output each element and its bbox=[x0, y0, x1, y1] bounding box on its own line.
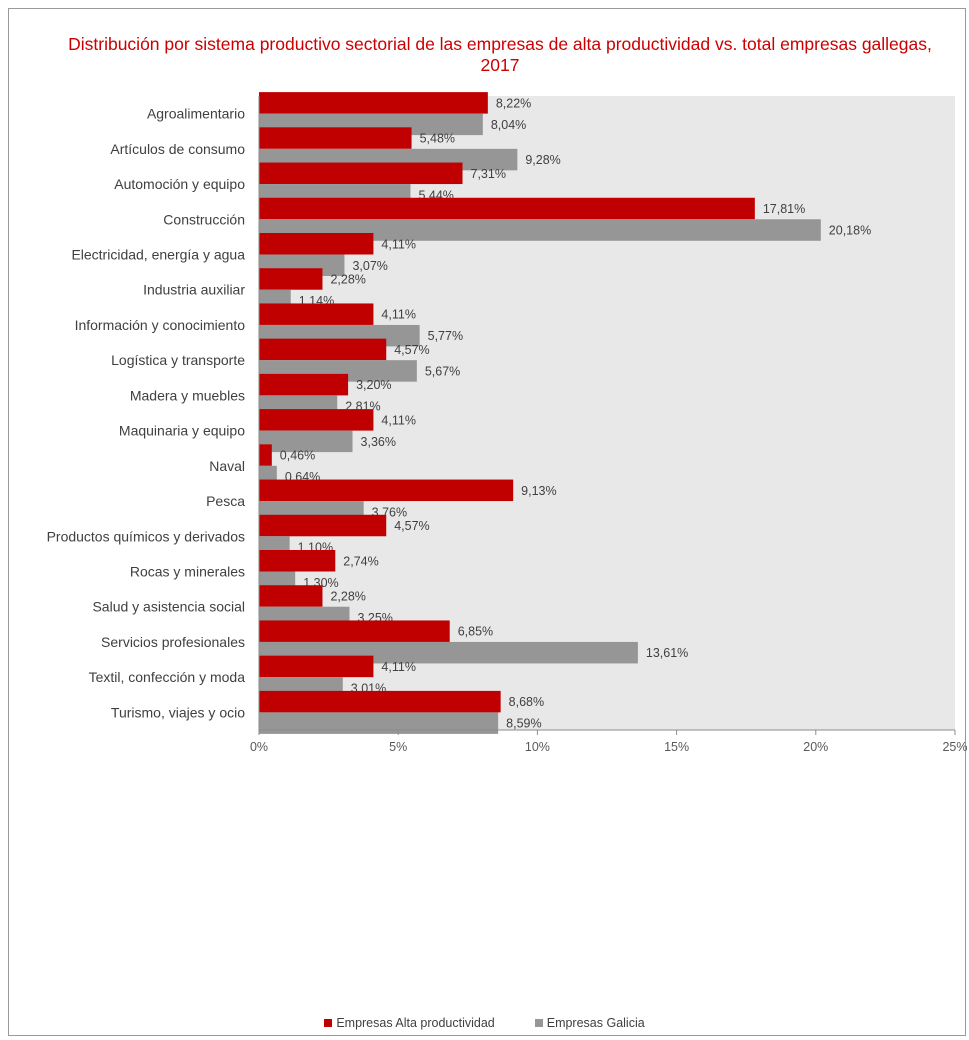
data-label-galicia: 20,18% bbox=[829, 224, 871, 238]
data-label-galicia: 13,61% bbox=[646, 646, 688, 660]
bar-alta bbox=[259, 620, 450, 642]
category-label: Pesca bbox=[206, 493, 245, 509]
bar-alta bbox=[259, 338, 387, 361]
data-label-alta: 9,13% bbox=[521, 484, 556, 498]
x-tick-label: 15% bbox=[664, 740, 689, 754]
bar-alta bbox=[259, 162, 463, 185]
data-label-alta: 4,57% bbox=[394, 519, 429, 533]
bar-alta bbox=[259, 655, 374, 678]
bar-alta bbox=[259, 303, 374, 325]
x-tick-label: 20% bbox=[803, 740, 828, 754]
bar-alta bbox=[259, 690, 501, 713]
x-tick-label: 25% bbox=[942, 740, 967, 754]
data-label-alta: 4,11% bbox=[381, 308, 416, 322]
data-label-alta: 3,20% bbox=[356, 378, 391, 392]
bar-alta bbox=[259, 585, 323, 607]
category-label: Agroalimentario bbox=[147, 106, 245, 122]
x-tick-label: 10% bbox=[525, 740, 550, 754]
data-label-alta: 2,28% bbox=[330, 272, 365, 286]
data-label-galicia: 8,04% bbox=[491, 118, 526, 132]
bar-alta bbox=[259, 268, 323, 290]
bar-alta bbox=[259, 550, 336, 572]
category-label: Maquinaria y equipo bbox=[119, 423, 245, 439]
legend-item-galicia: Empresas Galicia bbox=[534, 1016, 645, 1030]
category-label: Información y conocimiento bbox=[75, 317, 246, 333]
data-label-galicia: 5,67% bbox=[425, 364, 460, 378]
legend-swatch-alta bbox=[324, 1019, 333, 1027]
category-label: Turismo, viajes y ocio bbox=[111, 704, 245, 720]
data-label-alta: 0,46% bbox=[280, 449, 315, 463]
category-label: Rocas y minerales bbox=[130, 564, 245, 580]
data-label-alta: 4,57% bbox=[394, 343, 429, 357]
chart-title: Distribución por sistema productivo sect… bbox=[68, 34, 932, 75]
data-label-alta: 4,11% bbox=[381, 660, 416, 674]
data-label-alta: 6,85% bbox=[458, 625, 493, 639]
x-tick-label: 0% bbox=[250, 740, 268, 754]
category-label: Productos químicos y derivados bbox=[47, 528, 245, 544]
bar-alta bbox=[259, 409, 374, 431]
bar-galicia bbox=[259, 219, 821, 241]
bar-alta bbox=[259, 373, 349, 396]
data-label-alta: 2,74% bbox=[343, 554, 378, 568]
bar-galicia bbox=[259, 712, 499, 734]
data-label-galicia: 3,36% bbox=[361, 435, 396, 449]
category-label: Construcción bbox=[163, 211, 245, 227]
data-label-alta: 4,11% bbox=[381, 237, 416, 251]
data-label-galicia: 5,77% bbox=[428, 329, 463, 343]
chart-legend: Empresas Alta productividad Empresas Gal… bbox=[0, 1016, 969, 1030]
bar-alta bbox=[259, 127, 412, 149]
data-label-alta: 8,22% bbox=[496, 96, 531, 110]
bar-alta bbox=[259, 233, 374, 255]
data-label-alta: 8,68% bbox=[509, 695, 544, 709]
legend-item-alta: Empresas Alta productividad bbox=[324, 1016, 495, 1030]
legend-label-galicia: Empresas Galicia bbox=[546, 1016, 645, 1030]
bar-alta bbox=[259, 514, 387, 537]
data-label-alta: 7,31% bbox=[471, 167, 506, 181]
legend-swatch-galicia bbox=[534, 1019, 543, 1027]
data-label-alta: 5,48% bbox=[420, 132, 455, 146]
data-label-alta: 2,28% bbox=[330, 589, 365, 603]
category-label: Madera y muebles bbox=[130, 387, 245, 403]
bar-alta bbox=[259, 197, 755, 220]
category-label: Artículos de consumo bbox=[110, 141, 245, 157]
category-label: Salud y asistencia social bbox=[92, 599, 245, 615]
data-label-alta: 17,81% bbox=[763, 202, 805, 216]
category-label: Automoción y equipo bbox=[114, 176, 245, 192]
bar-alta bbox=[259, 479, 514, 502]
data-label-galicia: 9,28% bbox=[525, 153, 560, 167]
category-label: Logística y transporte bbox=[111, 352, 245, 368]
category-label: Industria auxiliar bbox=[143, 282, 245, 298]
bar-alta bbox=[259, 92, 488, 114]
legend-label-alta: Empresas Alta productividad bbox=[336, 1016, 495, 1030]
category-label: Textil, confección y moda bbox=[89, 669, 246, 685]
category-label: Servicios profesionales bbox=[101, 634, 245, 650]
x-tick-label: 5% bbox=[389, 740, 407, 754]
category-label: Naval bbox=[209, 458, 245, 474]
bar-alta bbox=[259, 444, 272, 466]
category-label: Electricidad, energía y agua bbox=[71, 247, 245, 263]
data-label-galicia: 3,07% bbox=[352, 259, 387, 273]
bar-galicia bbox=[259, 430, 353, 453]
data-label-alta: 4,11% bbox=[381, 413, 416, 427]
data-label-galicia: 8,59% bbox=[506, 717, 541, 731]
